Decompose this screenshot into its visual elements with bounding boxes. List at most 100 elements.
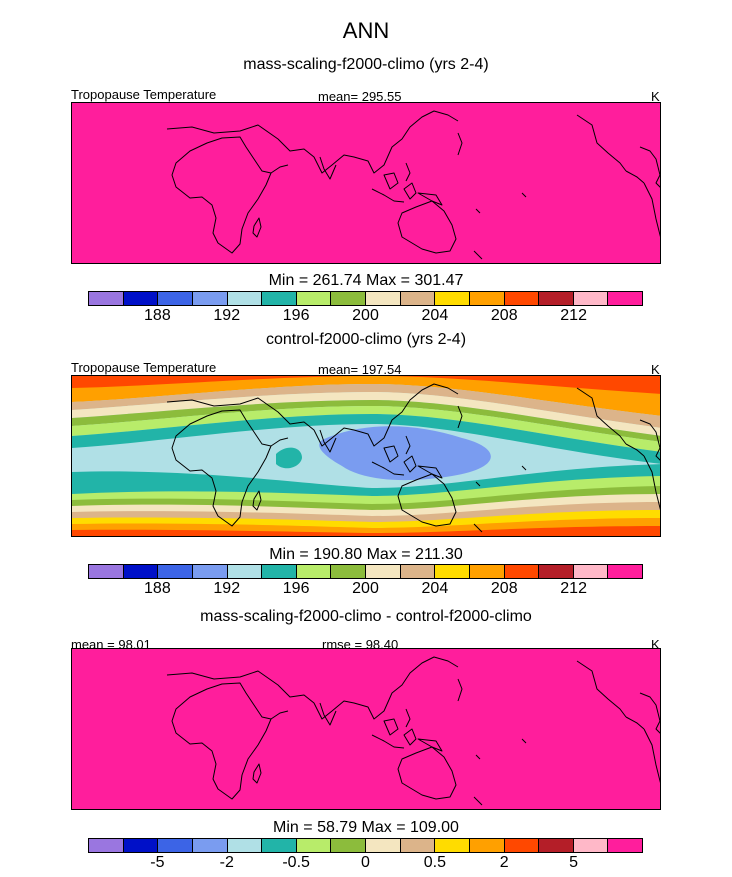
colorbar-swatch (608, 292, 642, 305)
main-title: ANN (342, 18, 390, 43)
panel-3-title: mass-scaling-f2000-climo - control-f2000… (200, 608, 532, 625)
panel-3-coastlines (166, 656, 660, 809)
colorbar-swatch (400, 565, 436, 578)
colorbar-swatch (262, 565, 297, 578)
colorbar-swatch (539, 839, 574, 852)
colorbar-swatch (262, 292, 297, 305)
colorbar-tick-label: 196 (282, 307, 310, 324)
colorbar-swatch (331, 565, 366, 578)
panel-3-map (71, 648, 661, 810)
cold-core-192 (319, 426, 491, 481)
colorbar-tick-label: 2 (499, 854, 509, 871)
colorbar-tick-label: 196 (282, 580, 310, 597)
colorbar-swatch (504, 839, 540, 852)
colorbar-tick-label: 192 (213, 580, 241, 597)
colorbar-swatch (400, 292, 436, 305)
panel-1-coastlines (166, 110, 660, 263)
colorbar-swatch (296, 565, 332, 578)
panel-1-variable-label: Tropopause Temperature (71, 87, 217, 102)
colorbar-swatch (366, 292, 401, 305)
colorbar-swatch (296, 839, 332, 852)
colorbar-tick-label: 0.5 (423, 854, 446, 871)
colorbar-swatch (504, 565, 540, 578)
colorbar-swatch (539, 292, 574, 305)
band-s-210 (72, 526, 660, 536)
colorbar-swatch (158, 839, 193, 852)
band-n-204 (72, 384, 660, 428)
colorbar-swatch (158, 565, 193, 578)
panel-1-mean-label: mean= 295.55 (318, 89, 402, 104)
colorbar-swatch (573, 839, 609, 852)
panel-3-units: K (651, 637, 660, 652)
panel-2-minmax: Min = 190.80 Max = 211.30 (269, 546, 463, 563)
band-n-198 (72, 400, 660, 442)
colorbar-tick-label: 5 (569, 854, 579, 871)
band-n-194 (72, 414, 660, 464)
colorbar-swatch (539, 565, 574, 578)
panel-2-mean-label: mean= 197.54 (318, 362, 402, 377)
colorbar-swatch (192, 292, 228, 305)
colorbar-tick-label: 200 (352, 580, 379, 597)
colorbar-swatch (469, 839, 505, 852)
colorbar-swatch (366, 565, 401, 578)
panel-2-map (71, 375, 661, 537)
colorbar-swatch (123, 839, 159, 852)
band-n-warm (72, 376, 660, 416)
colorbar-tick-label: -5 (150, 854, 165, 871)
colorbar-swatch (227, 565, 263, 578)
panel-1-colorbar (88, 291, 643, 306)
colorbar-swatch (227, 292, 263, 305)
colorbar-swatch (573, 565, 609, 578)
colorbar-swatch (435, 565, 470, 578)
colorbar-swatch (504, 292, 540, 305)
panel-1-title: mass-scaling-f2000-climo (yrs 2-4) (243, 56, 489, 73)
panel-2-units: K (651, 362, 660, 377)
band-n-196 (72, 406, 660, 452)
colorbar-swatch (366, 839, 401, 852)
colorbar-swatch (262, 839, 297, 852)
panel-2-variable-label: Tropopause Temperature (71, 360, 217, 375)
colorbar-swatch (400, 839, 436, 852)
cold-spot-africa (276, 447, 302, 469)
band-n-200 (72, 392, 660, 436)
colorbar-tick-label: 204 (421, 307, 449, 324)
colorbar-tick-label: -0.5 (282, 854, 310, 871)
colorbar-swatch (435, 292, 470, 305)
panel-1-map (71, 102, 661, 264)
colorbar-swatch (608, 839, 642, 852)
panel-3-colorbar (88, 838, 643, 853)
colorbar-swatch (435, 839, 470, 852)
colorbar-tick-label: -2 (219, 854, 234, 871)
panel-1-units: K (651, 89, 660, 104)
colorbar-tick-label: 212 (560, 307, 587, 324)
colorbar-swatch (227, 839, 263, 852)
panel-2-field (72, 376, 660, 536)
colorbar-swatch (192, 565, 228, 578)
colorbar-tick-label: 188 (144, 580, 171, 597)
colorbar-swatch (331, 839, 366, 852)
panel-3-minmax: Min = 58.79 Max = 109.00 (273, 819, 459, 836)
colorbar-swatch (331, 292, 366, 305)
colorbar-tick-label: 204 (421, 580, 449, 597)
colorbar-swatch (469, 292, 505, 305)
colorbar-tick-label: 188 (144, 307, 171, 324)
colorbar-swatch (89, 292, 124, 305)
panel-1-minmax: Min = 261.74 Max = 301.47 (268, 272, 464, 289)
colorbar-swatch (123, 292, 159, 305)
colorbar-tick-label: 208 (490, 307, 518, 324)
colorbar-swatch (573, 292, 609, 305)
panel-2-title: control-f2000-climo (yrs 2-4) (265, 331, 467, 348)
colorbar-swatch (192, 839, 228, 852)
colorbar-tick-label: 208 (490, 580, 518, 597)
colorbar-swatch (89, 839, 124, 852)
colorbar-tick-label: 212 (560, 580, 587, 597)
colorbar-tick-label: 200 (352, 307, 379, 324)
colorbar-swatch (469, 565, 505, 578)
colorbar-swatch (123, 565, 159, 578)
colorbar-tick-label: 192 (213, 307, 241, 324)
colorbar-swatch (158, 292, 193, 305)
colorbar-swatch (89, 565, 124, 578)
colorbar-tick-label: 0 (361, 854, 370, 871)
colorbar-swatch (608, 565, 642, 578)
panel-2-colorbar (88, 564, 643, 579)
